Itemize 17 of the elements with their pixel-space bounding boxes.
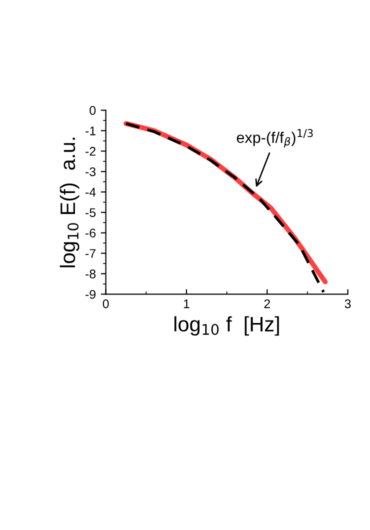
y-tick-label: 0 [90,106,96,115]
x-tick-label: 3 [344,299,351,308]
y-tick-label: -9 [86,290,96,299]
y-tick-label: -7 [86,249,96,258]
x-tick-label: 0 [102,299,109,308]
y-tick-label: -6 [86,228,96,238]
y-tick-label: -8 [86,270,96,278]
annotation: exp-(f/f$_{β}$)$^{1/3}$ [236,129,313,148]
x-axis-title: log$_{10}$ f [Hz] [174,316,279,336]
y-tick-label: -3 [86,167,96,176]
y-tick-label: -2 [86,146,96,156]
y-tick-label: -5 [86,208,96,218]
y-axis-title: log$_{10}$ E(f) a.u. [60,138,80,268]
y-tick-label: -4 [86,188,96,197]
x-tick-label: 1 [184,299,190,308]
y-tick-label: -1 [86,126,96,136]
x-tick-label: 2 [264,299,270,308]
